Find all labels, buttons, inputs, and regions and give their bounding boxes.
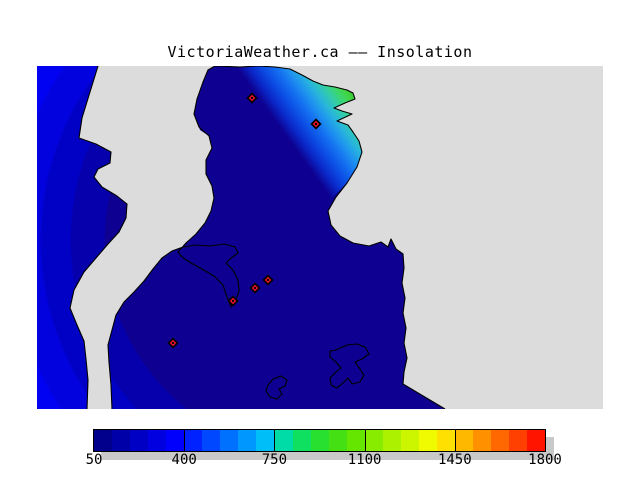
colorbar-cell	[346, 430, 365, 451]
colorbar-cell	[112, 430, 131, 451]
insolation-map	[37, 66, 603, 409]
station-marker-center	[253, 286, 257, 290]
colorbar-cell	[491, 430, 510, 451]
colorbar-cell	[382, 430, 401, 451]
colorbar-cell	[166, 430, 185, 451]
colorbar-cell	[527, 430, 546, 451]
colorbar-tick	[364, 430, 366, 451]
colorbar-tick	[184, 430, 186, 451]
colorbar-cell	[148, 430, 167, 451]
colorbar-cell	[509, 430, 528, 451]
colorbar-tick-labels: 50 400 750 1100 1450 1800	[0, 452, 640, 468]
colorbar-cell	[220, 430, 239, 451]
colorbar-cell	[400, 430, 419, 451]
colorbar-tick-label: 50	[85, 452, 103, 468]
colorbar-cell	[364, 430, 383, 451]
colorbar-tick-label: 750	[261, 452, 288, 468]
coastline-outlines	[69, 66, 446, 409]
colorbar-cell	[454, 430, 473, 451]
station-marker-center	[250, 96, 254, 100]
page-title: VictoriaWeather.ca —— Insolation	[167, 43, 473, 61]
colorbar	[93, 429, 546, 452]
colorbar-tick	[454, 430, 456, 451]
station-markers	[167, 92, 322, 349]
colorbar-tick-label: 1450	[437, 452, 472, 468]
station-marker-center	[266, 278, 270, 282]
colorbar-cell	[184, 430, 203, 451]
colorbar-cell	[472, 430, 492, 451]
colorbar-cell	[130, 430, 149, 451]
colorbar-cell	[310, 430, 329, 451]
colorbar-cell	[436, 430, 455, 451]
colorbar-cell	[274, 430, 293, 451]
colorbar-cell	[418, 430, 437, 451]
colorbar-cell	[202, 430, 221, 451]
offshore-region-west	[37, 66, 127, 409]
colorbar-cell	[256, 430, 275, 451]
colorbar-cell	[328, 430, 347, 451]
station-marker-center	[171, 341, 175, 345]
colorbar-tick-label: 1800	[528, 452, 562, 468]
colorbar-tick-label: 1100	[347, 452, 382, 468]
peninsula-gradient-overlay	[194, 66, 362, 200]
station-marker-center	[231, 299, 235, 303]
colorbar-cell	[94, 430, 113, 451]
colorbar-cell	[238, 430, 257, 451]
colorbar-cell	[292, 430, 311, 451]
colorbar-tick	[274, 430, 276, 451]
station-marker-center	[314, 122, 318, 126]
colorbar-tick-label: 400	[171, 452, 197, 468]
colorbar-caption: W m-22026/04/20 23:57	[195, 464, 415, 480]
